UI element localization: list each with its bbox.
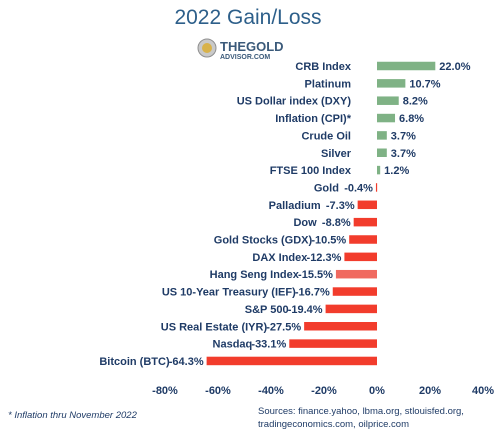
value-label: 6.8% [399,113,424,125]
x-tick-label: 0% [369,385,385,397]
value-label: 10.7% [409,78,440,90]
bar [377,148,387,157]
x-tick-label: -80% [152,385,178,397]
x-tick-label: 20% [419,385,441,397]
sources: Sources: finance.yahoo, lbma.org, stloui… [258,405,494,431]
category-label: Platinum [305,78,352,90]
bar [353,217,377,227]
category-label: Dow [293,217,317,229]
value-label: -15.5% [298,269,333,281]
chart-title: 2022 Gain/Loss [174,6,321,29]
category-label: Gold [314,182,339,194]
category-label: S&P 500 [245,304,289,316]
bar [304,322,378,331]
category-label: DAX Index [252,252,308,264]
value-label: -10.5% [311,235,346,247]
value-label: 3.7% [391,148,416,160]
category-label: US 10-Year Treasury (IEF) [162,287,296,299]
bar [377,79,406,88]
category-label: US Real Estate (IYR) [161,321,268,333]
category-labels: CRB Index Platinum US Dollar index (DXY) In… [99,61,352,368]
bar [325,304,377,314]
bar [377,61,436,71]
value-label: -19.4% [288,304,323,316]
bar [377,96,399,105]
category-label: Nasdaq [213,339,253,351]
footnote: * Inflation thru November 2022 [8,410,137,421]
bar [332,287,377,296]
logo-line2: ADVISOR.COM [220,54,270,61]
value-label: -64.3% [169,356,204,368]
category-label: CRB Index [295,61,352,73]
value-label: -33.1% [251,339,286,351]
bar [375,183,378,192]
value-label: -0.4% [344,182,373,194]
bar [335,269,377,279]
bar [289,339,377,348]
x-tick-label: -20% [311,385,337,397]
logo-coin-inner-icon [202,43,212,53]
category-label: Palladium [269,200,321,212]
category-label: Bitcoin (BTC) [99,356,170,368]
logo-line1: THEGOLD [220,39,284,54]
x-axis-ticks: -80% -60% -40% -20% 0% 20% 40% [152,385,494,397]
category-label: Inflation (CPI)* [275,113,351,125]
value-label: 8.2% [403,96,428,108]
x-tick-label: -40% [258,385,284,397]
x-tick-label: 40% [472,385,494,397]
value-label: -8.8% [322,217,351,229]
bar [377,113,396,123]
category-label: Silver [321,148,352,160]
value-label: 22.0% [439,61,470,73]
bar [377,131,387,140]
bar [357,200,377,210]
value-label: 1.2% [384,165,409,177]
bar [349,235,377,244]
bar [206,356,377,366]
bar [344,252,377,262]
bar [377,165,381,175]
sources-line-1: Sources: finance.yahoo, lbma.org, stloui… [258,406,464,417]
logo: THEGOLD ADVISOR.COM [197,38,284,61]
category-label: Hang Seng Index [210,269,300,281]
bars-group [206,61,436,366]
value-label: -7.3% [326,200,355,212]
category-label: Gold Stocks (GDX) [214,235,313,247]
x-tick-label: -60% [205,385,231,397]
value-label: -12.3% [307,252,342,264]
category-label: FTSE 100 Index [270,165,352,177]
value-label: -16.7% [295,287,330,299]
value-labels: 22.0% 10.7% 8.2% 6.8% 3.7% 3.7% 1.2% -0.4% -7.3%… [169,61,471,368]
value-label: -27.5% [266,321,301,333]
value-label: 3.7% [391,130,416,142]
category-label: US Dollar index (DXY) [237,96,352,108]
sources-line-2: tradingeconomics.com, oilprice.com [258,419,410,430]
category-label: Crude Oil [301,130,351,142]
